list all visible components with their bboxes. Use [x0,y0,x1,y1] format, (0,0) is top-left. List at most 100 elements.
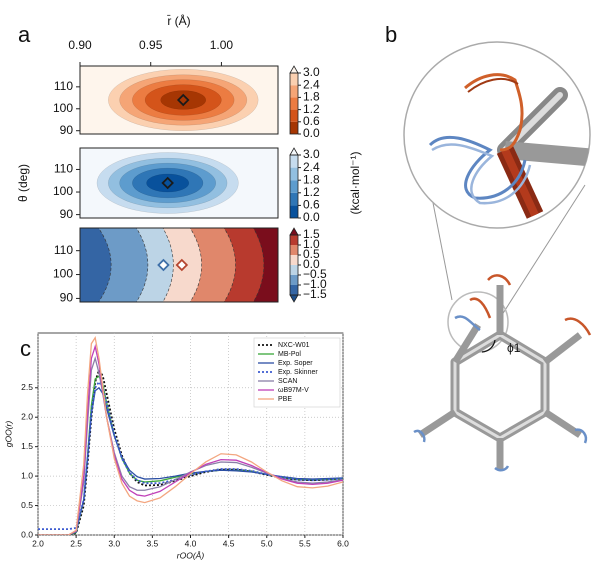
colorbar-tick-label: 0.0 [303,210,320,224]
legend-label: PBE [278,396,292,403]
x-tick-label: 2.0 [32,538,44,548]
legend-label: Exp. Soper [278,360,313,367]
colorbar-tick-label: 2.4 [303,77,320,91]
colorbar-band [290,255,298,265]
colorbar-band [290,109,298,122]
marker [175,258,189,272]
x-tick-label: 3.5 [146,538,158,548]
contour-region [146,173,190,193]
legend-label: ωB97M-V [278,387,309,394]
x-tick-label: 1.00 [210,38,234,52]
colorbar-tick-label: 2.4 [303,160,320,174]
difference-map [80,228,278,302]
legend-box [253,337,341,408]
y-axis-label: θ (deg) [16,164,30,202]
colorbar-band [290,235,298,245]
series-line [38,380,343,531]
colorbar-band [290,155,298,168]
panel-label: c [20,336,31,361]
y-tick-label: 90 [60,207,74,221]
colorbar-band [290,285,298,295]
legend-label: Exp. Skinner [278,369,318,376]
panel-label: b [385,22,397,47]
y-tick-label: 110 [54,162,73,176]
colorbar-frame [289,154,299,219]
colorbar-tick-label: 1.8 [303,172,320,186]
x-tick-label: 5.0 [261,538,273,548]
panel-label: a [18,22,31,47]
y-tick-label: 1.5 [21,441,33,451]
colorbar-extension [289,65,299,74]
colorbar-extension [289,147,299,156]
y-tick-label: 1.0 [21,470,33,480]
y-tick-label: 90 [60,123,74,137]
colorbar-band [290,265,298,275]
y-tick-label: 110 [54,243,73,257]
x-tick-label: 0.95 [139,38,163,52]
legend-label: MB-Pol [278,351,301,358]
colorbar-tick-label: −0.5 [303,267,327,281]
plot-frame [79,227,279,303]
minimum-marker [161,176,174,190]
colorbar-extension [289,227,299,236]
colorbar-tick-label: 1.2 [303,102,320,116]
colorbar-tick-label: −1.5 [303,287,327,301]
y-tick-label: 2.5 [21,382,33,392]
legend-label: NXC-W01 [278,342,310,349]
x-axis-label: r̄ (Å) [167,13,191,28]
colorbar-tick-label: 0.6 [303,114,320,128]
x-axis-label: rOO(Å) [177,550,205,560]
plot-frame [79,147,279,219]
colorbar-tick-label: 0.0 [303,257,320,271]
colorbar-tick-label: −1.0 [303,277,327,291]
legend-label: SCAN [278,378,297,385]
x-tick-label: 2.5 [70,538,82,548]
colorbar-frame [289,72,299,135]
y-tick-label: 110 [54,79,73,93]
colorbar-tick-label: 1.0 [303,237,320,251]
y-tick-label: 90 [60,291,74,305]
y-axis-label: gOO(r) [3,421,13,448]
colorbar-band [290,275,298,285]
y-tick-label: 100 [53,184,73,198]
y-tick-label: 2.0 [21,411,33,421]
plot-frame [79,65,279,135]
y-tick-label: 100 [53,267,73,281]
colorbar-tick-label: 3.0 [303,65,320,79]
x-tick-label: 5.5 [299,538,311,548]
colorbar-band [290,167,298,181]
colorbar-tick-label: 1.5 [303,227,320,241]
colorbar-band [290,73,298,86]
series-line [38,335,343,535]
x-tick-label: 0.90 [68,38,92,52]
colorbar-tick-label: 0.5 [303,247,320,261]
colorbar-band [290,192,298,206]
x-tick-label: 4.0 [185,538,197,548]
lines [38,335,343,535]
x-tick-label: 3.0 [108,538,120,548]
marker [157,258,170,272]
colorbar-label: (kcal·mol⁻¹) [348,152,362,215]
contour-region [252,228,278,302]
dihedral-label: ϕ1 [507,341,521,355]
x-tick-label: 4.5 [223,538,235,548]
molecule-illustration [403,41,592,472]
colorbar-tick-label: 1.8 [303,90,320,104]
colorbar-band [290,180,298,193]
colorbar-extension [289,294,299,303]
minimum-marker [176,93,190,107]
y-tick-label: 100 [53,101,73,115]
colorbar-tick-label: 0.0 [303,126,320,140]
colorbar-band [290,121,298,134]
colorbar-band [290,97,298,110]
colorbar-band [290,245,298,255]
colorbar-band [290,85,298,98]
colorbar-tick-label: 0.6 [303,198,320,212]
y-tick-label: 0.0 [21,529,33,539]
x-tick-label: 6.0 [337,538,349,548]
colorbar-band [290,205,298,218]
colorbar-tick-label: 1.2 [303,185,320,199]
y-tick-label: 0.5 [21,500,33,510]
contour-region [160,90,207,110]
